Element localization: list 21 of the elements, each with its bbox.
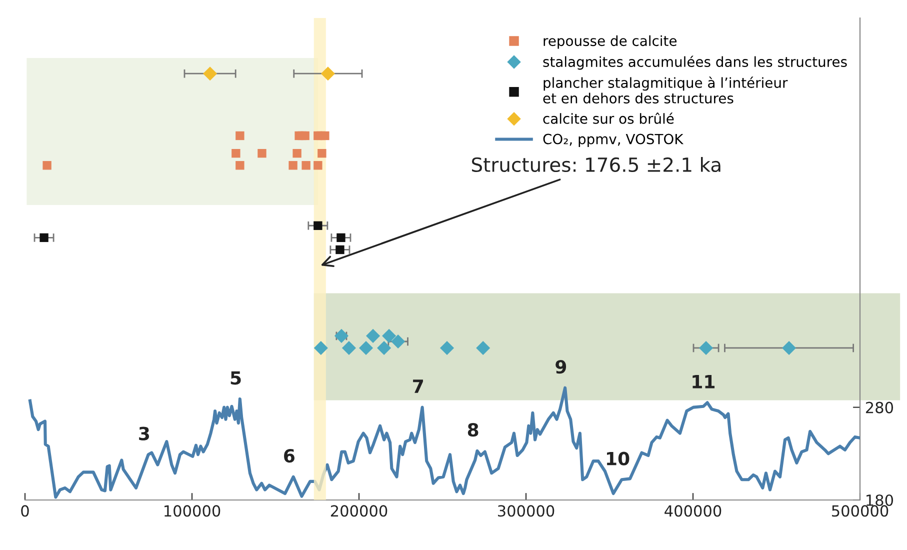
annotation: 10 [607,452,630,466]
annotation: Structures: 176.5 ±2.1 ka [472,157,720,172]
annotation: 6 [284,448,295,463]
x-tick-label: 300000 [498,505,554,517]
legend-label: repousse de calcite [544,35,677,49]
annotation: 3 [139,426,150,440]
x-tick-label: 100000 [164,505,220,517]
legend-label: stalagmites accumulées dans les structures [543,56,847,70]
x-tick-label: 400000 [664,505,722,517]
annotation: 8 [468,423,478,437]
annotation: 7 [413,380,423,393]
x-tick-label: 0 [21,505,29,517]
y-tick-label: 180 [866,494,894,506]
x-tick-label: 500000 [832,505,888,517]
annotation: 11 [692,375,715,388]
annotation: 5 [230,371,241,385]
annotation: 9 [556,360,566,374]
legend-label: calcite sur os brûlé [543,112,674,124]
legend-label: CO₂, ppmv, VOSTOK [543,134,684,147]
y-tick-label: 280 [866,402,894,414]
x-tick-label: 200000 [330,505,388,517]
